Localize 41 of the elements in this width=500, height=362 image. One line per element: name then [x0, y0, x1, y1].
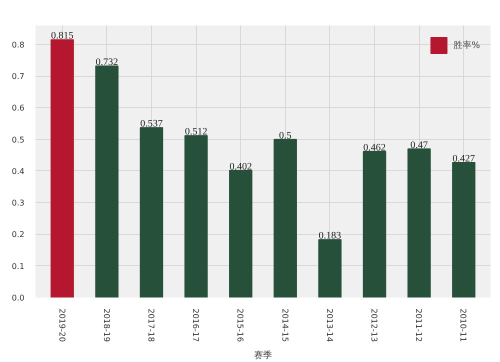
bar — [452, 162, 476, 298]
bar — [362, 150, 386, 298]
x-tick-label: 2010-11 — [458, 308, 468, 342]
y-tick-label: 0.5 — [12, 135, 25, 144]
bar — [229, 170, 252, 298]
legend-label: 胜率% — [453, 40, 480, 52]
y-tick-label: 0.4 — [12, 166, 25, 176]
x-tick-label: 2016-17 — [191, 308, 200, 342]
x-tick-label: 2013-14 — [324, 308, 334, 342]
x-axis-title: 赛季 — [254, 350, 272, 360]
x-tick-label: 2011-12 — [414, 308, 424, 342]
data-label: 0.732 — [96, 56, 118, 68]
data-label: 0.5 — [279, 130, 292, 142]
x-tick-label: 2019-20 — [57, 308, 66, 342]
x-tick-label: 2017-18 — [146, 308, 156, 342]
bar — [50, 39, 74, 298]
x-tick-label: 2012-13 — [370, 308, 379, 342]
x-tick-label: 2014-15 — [280, 308, 290, 342]
data-label: 0.183 — [318, 230, 342, 242]
y-tick-label: 0.0 — [12, 294, 25, 302]
y-tick-label: 0.1 — [12, 262, 25, 271]
data-label: 0.512 — [184, 126, 208, 138]
y-tick-label: 0.3 — [12, 198, 25, 208]
y-tick-label: 0.8 — [12, 40, 25, 50]
data-label: 0.427 — [452, 153, 475, 164]
bar — [407, 148, 431, 298]
data-label: 0.815 — [51, 30, 74, 42]
x-tick-label: 2015-16 — [236, 308, 245, 342]
data-label: 0.537 — [140, 118, 163, 130]
bar — [184, 135, 208, 298]
x-tick-label: 2018-19 — [102, 308, 111, 342]
bar — [95, 65, 119, 298]
bar — [140, 127, 164, 298]
y-tick-label: 0.2 — [12, 230, 25, 240]
data-label: 0.462 — [363, 142, 386, 154]
y-tick-label: 0.7 — [12, 72, 25, 82]
bar — [274, 138, 297, 298]
bar — [318, 239, 342, 298]
data-label: 0.402 — [229, 161, 252, 172]
data-label: 0.47 — [410, 140, 428, 151]
y-tick-label: 0.6 — [12, 104, 25, 113]
